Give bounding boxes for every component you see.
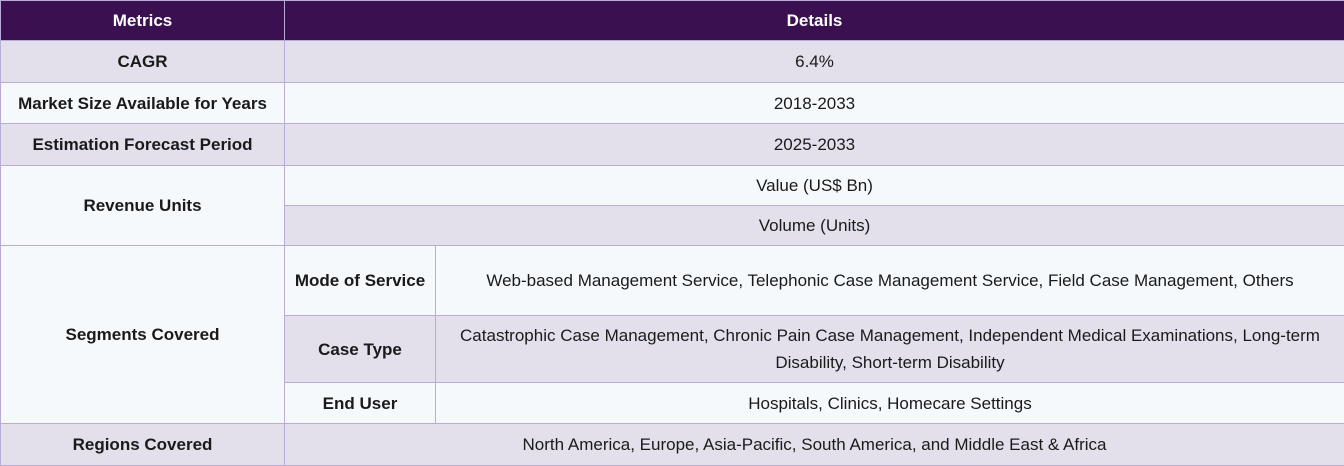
table-row: CAGR 6.4% <box>1 41 1344 83</box>
segment-value: Web-based Management Service, Telephonic… <box>436 246 1344 316</box>
cagr-value: 6.4% <box>285 41 1344 83</box>
metrics-header: Metrics <box>1 1 285 41</box>
segments-covered-label: Segments Covered <box>1 246 285 424</box>
market-size-label: Market Size Available for Years <box>1 83 285 124</box>
market-size-value: 2018-2033 <box>285 83 1344 124</box>
regions-covered-label: Regions Covered <box>1 424 285 466</box>
segment-name: Mode of Service <box>285 246 436 316</box>
table-row: Revenue Units Value (US$ Bn) <box>1 166 1344 206</box>
forecast-label: Estimation Forecast Period <box>1 124 285 166</box>
segment-value: Hospitals, Clinics, Homecare Settings <box>436 383 1344 424</box>
table-row: Regions Covered North America, Europe, A… <box>1 424 1344 466</box>
revenue-units-label: Revenue Units <box>1 166 285 246</box>
table-row: Market Size Available for Years 2018-203… <box>1 83 1344 124</box>
segment-value: Catastrophic Case Management, Chronic Pa… <box>436 316 1344 383</box>
table-row: Estimation Forecast Period 2025-2033 <box>1 124 1344 166</box>
details-header: Details <box>285 1 1344 41</box>
revenue-units-value: Volume (Units) <box>285 206 1344 246</box>
table-row: Segments Covered Mode of Service Web-bas… <box>1 246 1344 316</box>
segment-name: End User <box>285 383 436 424</box>
revenue-units-value: Value (US$ Bn) <box>285 166 1344 206</box>
segment-name: Case Type <box>285 316 436 383</box>
regions-covered-value: North America, Europe, Asia-Pacific, Sou… <box>285 424 1344 466</box>
cagr-label: CAGR <box>1 41 285 83</box>
table-header-row: Metrics Details <box>1 1 1344 41</box>
forecast-value: 2025-2033 <box>285 124 1344 166</box>
